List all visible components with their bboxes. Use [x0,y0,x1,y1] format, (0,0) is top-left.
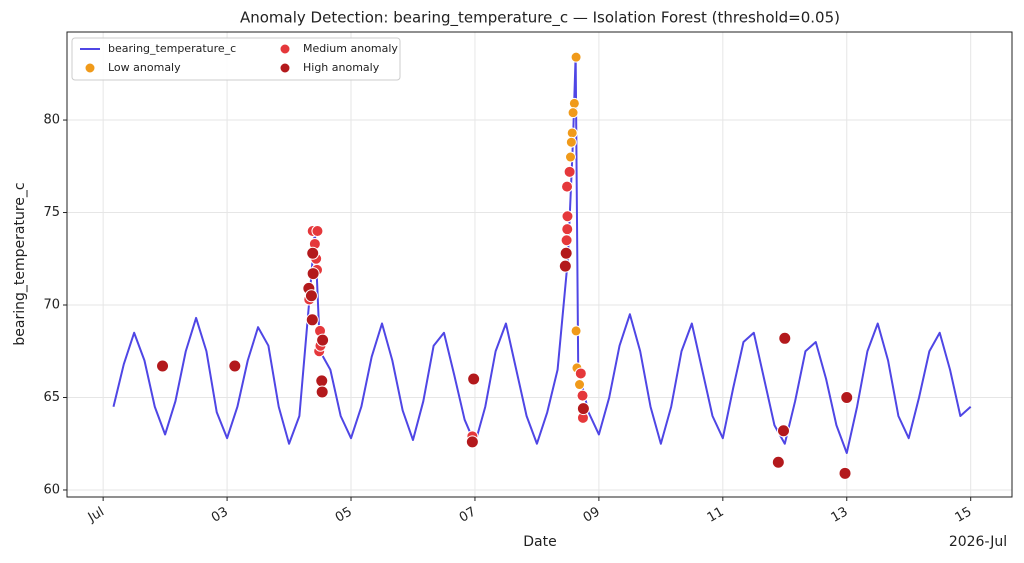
anomaly-point [304,289,318,303]
x-offset-label: 2026-Jul [949,534,1007,550]
anomaly-point [563,165,576,178]
legend-label: Medium anomaly [303,42,398,55]
y-tick-label: 60 [43,482,60,497]
legend-label: High anomaly [303,61,380,74]
x-tick-label: 15 [953,505,975,526]
legend-swatch [84,62,96,74]
plot-frame [66,31,1013,498]
anomaly-point [570,51,582,63]
x-tick-label: 13 [829,505,851,526]
plot-area [112,51,972,480]
y-tick-label: 65 [43,390,60,405]
anomaly-point [771,455,785,469]
x-tick-label: 03 [209,505,231,526]
grid [67,32,1012,497]
anomaly-point [574,379,586,391]
legend-label: bearing_temperature_c [108,42,236,55]
x-tick-label: 11 [705,505,727,526]
anomaly-point [228,359,242,373]
anomaly-point [316,333,330,347]
series-line [112,54,972,454]
anomaly-point [305,313,319,327]
anomaly-point [156,359,170,373]
x-tick-label: 05 [333,505,355,526]
anomaly-point [564,151,576,163]
anomaly-point [838,466,852,480]
legend: bearing_temperature_c Low anomaly Medium a… [71,37,401,81]
anomaly-point [560,234,573,247]
y-tick-label: 80 [43,113,60,128]
anomaly-point [576,389,589,402]
anomaly-point [776,424,790,438]
anomaly-point [566,127,578,139]
anomaly-point [840,390,854,404]
anomaly-point [574,367,587,380]
anomaly-point [311,225,324,238]
x-tick-label: 09 [581,505,603,526]
x-tick-label: 07 [457,505,479,526]
anomaly-point [570,325,582,337]
anomaly-point [778,331,792,345]
anomaly-point [565,136,577,148]
x-tick-label: Jul [85,505,107,526]
anomaly-point [561,180,574,193]
anomaly-point [315,374,329,388]
y-tick-label: 70 [43,298,60,313]
anomaly-point [576,402,590,416]
anomaly-point [467,372,481,386]
anomaly-point [558,259,572,273]
x-axis-label: Date [523,534,556,550]
anomaly-point [306,267,320,281]
legend-swatch [279,62,291,74]
anomaly-point [567,107,579,119]
anomaly-point [315,385,329,399]
anomaly-point [561,223,574,236]
chart-title: Anomaly Detection: bearing_temperature_c… [240,9,840,28]
y-axis-label: bearing_temperature_c [12,182,28,345]
anomaly-point [465,435,479,449]
legend-label: Low anomaly [108,61,181,74]
legend-box [71,37,401,81]
y-tick-label: 75 [43,205,60,220]
anomaly-point [306,246,320,260]
legend-swatch [279,43,291,55]
axes: 60 65 70 75 80 Jul 03 05 07 09 11 13 15 [43,113,974,526]
anomaly-point [559,246,573,260]
anomaly-point [561,210,574,223]
anomaly-point [568,97,580,109]
